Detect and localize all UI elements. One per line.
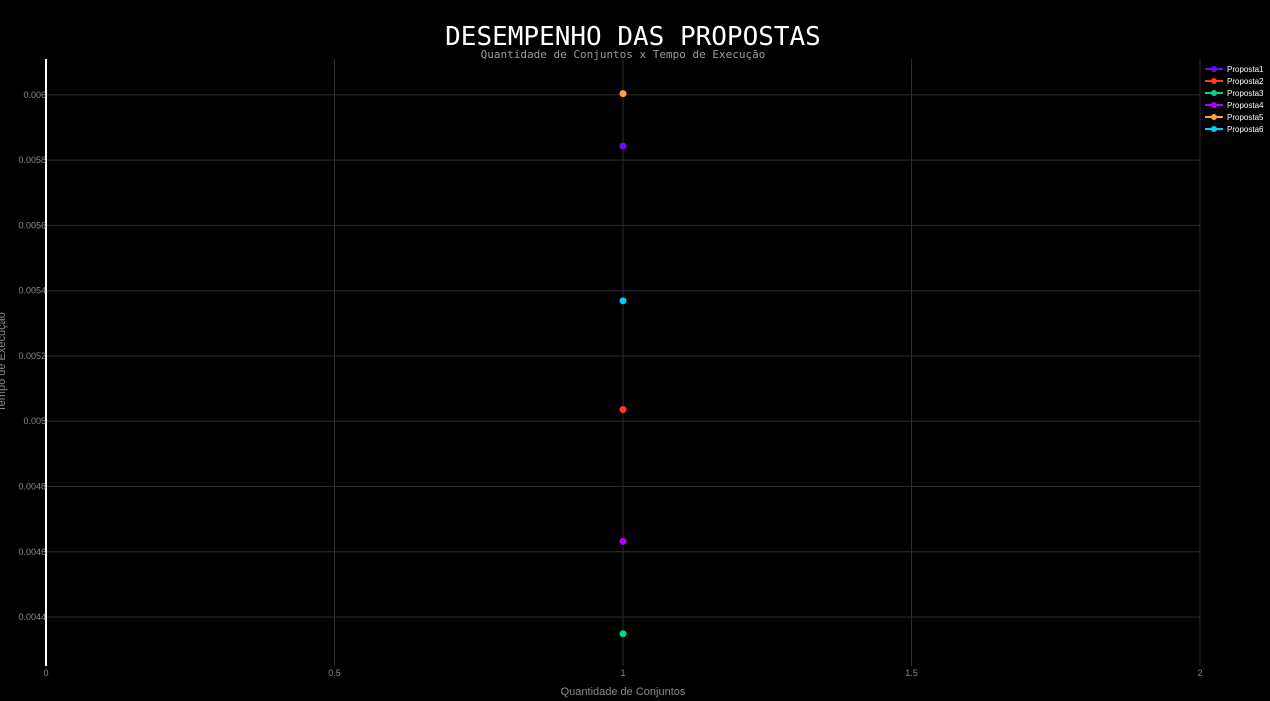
y-tick-label: 0.0054 bbox=[18, 286, 46, 296]
y-tick-label: 0.0058 bbox=[18, 155, 46, 165]
legend-label: Proposta2 bbox=[1227, 77, 1264, 86]
legend-marker-swatch bbox=[1211, 126, 1217, 132]
x-tick-label: 0 bbox=[43, 668, 48, 678]
legend-marker-swatch bbox=[1211, 102, 1217, 108]
x-tick-label: 0.5 bbox=[328, 668, 341, 678]
legend-item-proposta1[interactable]: Proposta1 bbox=[1205, 65, 1264, 74]
y-tick-label: 0.0056 bbox=[18, 220, 46, 230]
data-point-proposta5[interactable] bbox=[620, 90, 627, 97]
tick-labels: 0.0044 0.0046 0.0048 0.005 0.0052 0.0054 0.005… bbox=[18, 90, 1202, 678]
legend-label: Proposta6 bbox=[1227, 125, 1264, 134]
legend-item-proposta2[interactable]: Proposta2 bbox=[1205, 77, 1264, 86]
legend-marker-swatch bbox=[1211, 114, 1217, 120]
y-axis-title: Tempo de Execução bbox=[0, 312, 8, 412]
y-tick-label: 0.005 bbox=[23, 416, 46, 426]
legend-item-proposta5[interactable]: Proposta5 bbox=[1205, 113, 1264, 122]
legend-item-proposta6[interactable]: Proposta6 bbox=[1205, 125, 1264, 134]
y-tick-label: 0.0048 bbox=[18, 482, 46, 492]
data-point-proposta2[interactable] bbox=[620, 406, 627, 413]
data-point-proposta1[interactable] bbox=[620, 143, 627, 150]
legend-item-proposta4[interactable]: Proposta4 bbox=[1205, 101, 1264, 110]
legend-label: Proposta4 bbox=[1227, 101, 1264, 110]
y-tick-label: 0.006 bbox=[23, 90, 46, 100]
data-point-proposta3[interactable] bbox=[620, 630, 627, 637]
x-tick-label: 1.5 bbox=[905, 668, 918, 678]
y-tick-label: 0.0044 bbox=[18, 612, 46, 622]
grid-layer bbox=[46, 59, 1200, 666]
legend-label: Proposta5 bbox=[1227, 113, 1264, 122]
data-point-proposta4[interactable] bbox=[620, 538, 627, 545]
x-axis-title: Quantidade de Conjuntos bbox=[561, 686, 686, 698]
legend-marker-swatch bbox=[1211, 66, 1217, 72]
legend-marker-swatch bbox=[1211, 90, 1217, 96]
x-tick-label: 2 bbox=[1197, 668, 1202, 678]
data-point-proposta6[interactable] bbox=[620, 297, 627, 304]
legend-marker-swatch bbox=[1211, 78, 1217, 84]
y-tick-label: 0.0046 bbox=[18, 547, 46, 557]
legend-label: Proposta3 bbox=[1227, 89, 1264, 98]
legend[interactable]: Proposta1 Proposta2 Proposta3 Proposta4 Prop… bbox=[1205, 65, 1264, 134]
y-tick-label: 0.0052 bbox=[18, 351, 46, 361]
x-tick-label: 1 bbox=[620, 668, 625, 678]
legend-item-proposta3[interactable]: Proposta3 bbox=[1205, 89, 1264, 98]
legend-label: Proposta1 bbox=[1227, 65, 1264, 74]
chart-subtitle: Quantidade de Conjuntos x Tempo de Execu… bbox=[481, 48, 766, 61]
